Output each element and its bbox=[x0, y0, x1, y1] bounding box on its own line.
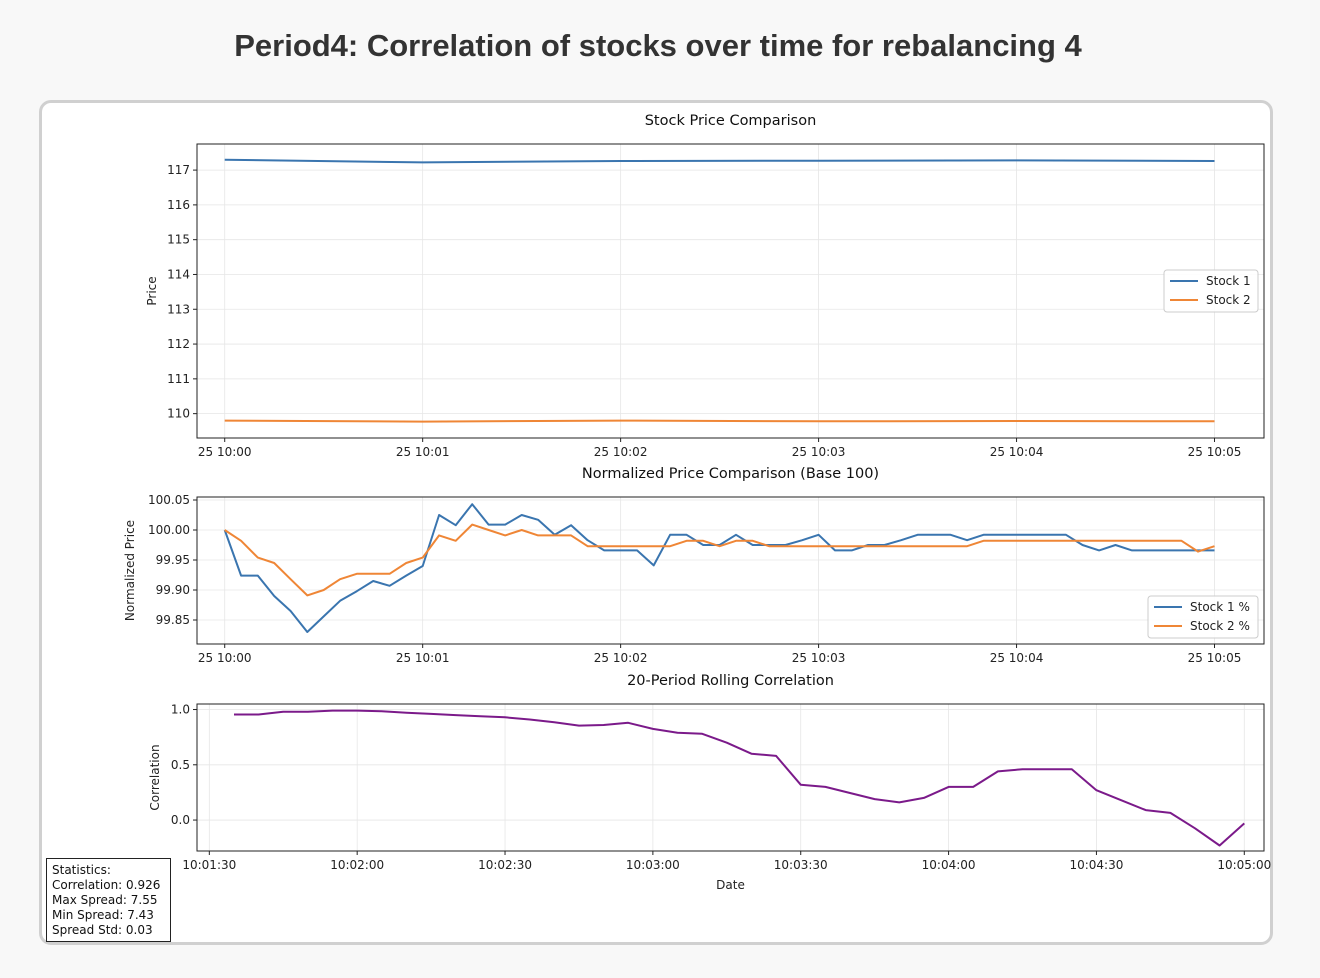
y-tick-label: 99.95 bbox=[156, 553, 190, 567]
statistics-min-spread: Min Spread: 7.43 bbox=[52, 908, 154, 922]
series-line-1 bbox=[234, 709, 1245, 847]
x-tick-label: 10:04:30 bbox=[1069, 858, 1123, 872]
x-tick-label: 10:02:00 bbox=[330, 858, 384, 872]
x-tick-label: 10:03:00 bbox=[626, 858, 680, 872]
x-tick-label: 25 10:03 bbox=[792, 445, 846, 459]
y-tick-label: 0.0 bbox=[171, 813, 190, 827]
chart-card bbox=[39, 100, 1273, 945]
legend-label-2: Stock 2 % bbox=[1190, 619, 1250, 633]
grid-lines bbox=[197, 144, 1264, 438]
x-axis-label: Date bbox=[716, 878, 745, 892]
x-tick-label: 25 10:04 bbox=[990, 445, 1044, 459]
y-tick-label: 100.00 bbox=[148, 523, 190, 537]
x-tick-label: 25 10:03 bbox=[792, 651, 846, 665]
y-tick-label: 0.5 bbox=[171, 758, 190, 772]
statistics-spread-std: Spread Std: 0.03 bbox=[52, 923, 153, 937]
x-tick-label: 10:01:30 bbox=[182, 858, 236, 872]
y-tick-label: 114 bbox=[167, 267, 190, 281]
x-tick-label: 10:02:30 bbox=[478, 858, 532, 872]
page-title: Period4: Correlation of stocks over time… bbox=[234, 28, 1082, 63]
x-tick-label: 10:04:00 bbox=[922, 858, 976, 872]
x-tick-label: 25 10:01 bbox=[396, 445, 450, 459]
y-tick-label: 111 bbox=[167, 372, 190, 386]
y-tick-label: 112 bbox=[167, 337, 190, 351]
y-tick-label: 100.05 bbox=[148, 493, 190, 507]
x-tick-label: 10:03:30 bbox=[774, 858, 828, 872]
statistics-heading: Statistics: bbox=[52, 863, 111, 877]
y-tick-label: 117 bbox=[167, 163, 190, 177]
chart-panel-1: Stock Price Comparison 25 10:00 25 10:01 25… bbox=[145, 113, 1265, 459]
x-tick-label: 25 10:05 bbox=[1188, 445, 1242, 459]
series-line-1 bbox=[224, 158, 1215, 164]
plot-frame bbox=[196, 703, 1265, 852]
x-tick-label: 25 10:05 bbox=[1188, 651, 1242, 665]
x-tick-label: 25 10:01 bbox=[396, 651, 450, 665]
grid-lines bbox=[197, 704, 1264, 851]
x-tick-label: 25 10:02 bbox=[594, 651, 648, 665]
chart-title: Stock Price Comparison bbox=[645, 113, 817, 129]
series-line-2 bbox=[224, 419, 1215, 423]
x-tick-label: 25 10:02 bbox=[594, 445, 648, 459]
chart-title: 20-Period Rolling Correlation bbox=[627, 673, 834, 689]
grid-lines bbox=[197, 497, 1264, 644]
x-tick-label: 10:05:00 bbox=[1217, 858, 1271, 872]
y-tick-label: 99.90 bbox=[156, 583, 190, 597]
y-tick-label: 1.0 bbox=[171, 703, 190, 717]
legend-label-1: Stock 1 % bbox=[1190, 600, 1250, 614]
series-line-2 bbox=[224, 523, 1215, 597]
legend: Stock 1 % Stock 2 % bbox=[1147, 595, 1259, 639]
statistics-correlation: Correlation: 0.926 bbox=[52, 878, 161, 892]
y-axis-label: Normalized Price bbox=[123, 520, 137, 621]
y-tick-label: 99.85 bbox=[156, 613, 190, 627]
legend-label-2: Stock 2 bbox=[1206, 293, 1251, 307]
chart-panel-2: Normalized Price Comparison (Base 100) 25… bbox=[123, 466, 1265, 665]
statistics-box: Statistics: Correlation: 0.926 Max Sprea… bbox=[46, 858, 171, 942]
x-tick-label: 25 10:00 bbox=[198, 445, 252, 459]
y-tick-label: 116 bbox=[167, 198, 190, 212]
series-line-1 bbox=[223, 503, 1215, 633]
y-axis-label: Correlation bbox=[148, 744, 162, 810]
chart-panel-3: 20-Period Rolling Correlation 10:01:30 10:… bbox=[148, 673, 1271, 892]
y-tick-label: 115 bbox=[167, 233, 190, 247]
legend: Stock 1 Stock 2 bbox=[1163, 269, 1259, 313]
y-tick-label: 110 bbox=[167, 407, 190, 421]
chart-title: Normalized Price Comparison (Base 100) bbox=[582, 466, 879, 482]
y-tick-label: 113 bbox=[167, 302, 190, 316]
y-axis-label: Price bbox=[145, 276, 159, 305]
plot-frame bbox=[196, 496, 1265, 645]
statistics-max-spread: Max Spread: 7.55 bbox=[52, 893, 158, 907]
x-tick-label: 25 10:00 bbox=[198, 651, 252, 665]
plot-frame bbox=[196, 143, 1265, 439]
x-tick-label: 25 10:04 bbox=[990, 651, 1044, 665]
legend-label-1: Stock 1 bbox=[1206, 274, 1251, 288]
